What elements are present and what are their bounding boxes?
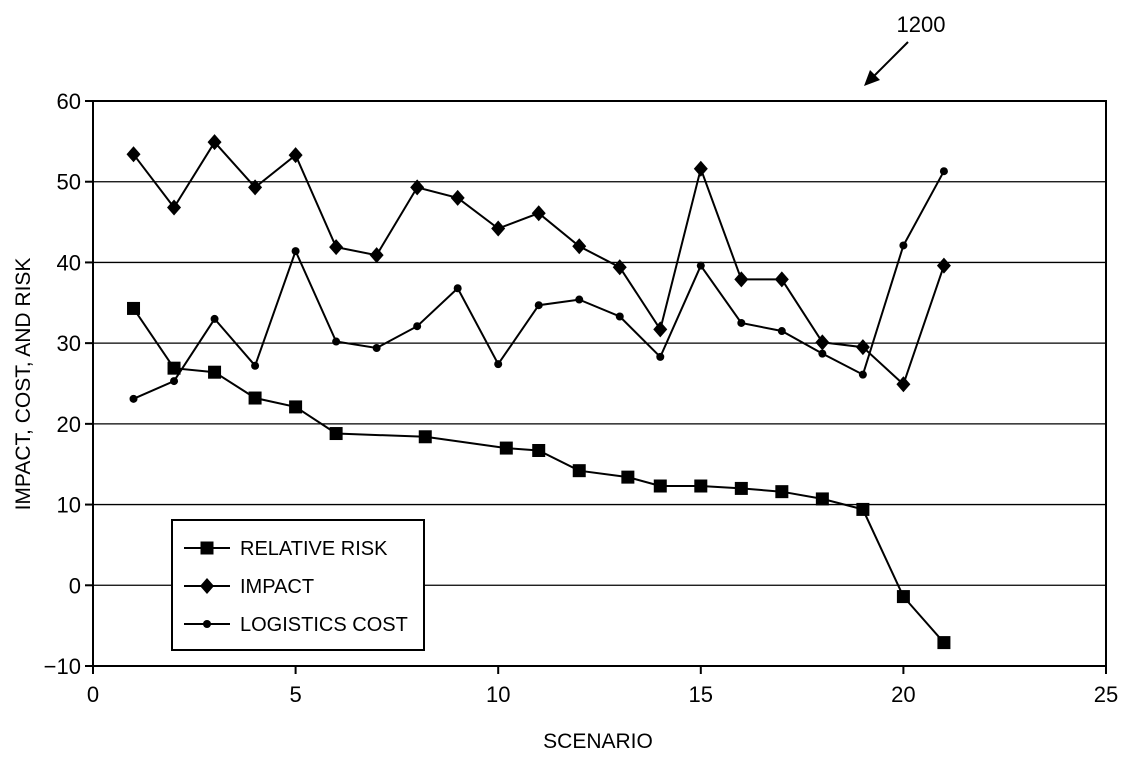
reference-number: 1200 xyxy=(897,12,946,37)
diamond-marker xyxy=(774,271,789,288)
diamond-marker xyxy=(491,220,506,237)
square-marker xyxy=(856,502,870,516)
dot-marker xyxy=(494,360,503,369)
y-tick-label: 20 xyxy=(57,412,81,437)
y-axis-title: IMPACT, COST, AND RISK xyxy=(12,258,35,511)
dot-marker xyxy=(129,394,138,403)
legend-label: RELATIVE RISK xyxy=(240,538,388,560)
dot-marker xyxy=(332,337,341,346)
diamond-marker xyxy=(734,271,749,288)
diamond-marker xyxy=(653,321,668,338)
dot-marker xyxy=(656,352,665,361)
diamond-marker xyxy=(450,189,465,206)
square-marker xyxy=(200,541,214,555)
y-tick-label: 30 xyxy=(57,331,81,356)
x-tick-label: 5 xyxy=(289,682,301,707)
square-marker xyxy=(329,427,343,441)
square-marker xyxy=(248,391,262,405)
diamond-marker xyxy=(248,179,263,196)
y-tick-label: 60 xyxy=(57,89,81,114)
square-marker xyxy=(694,479,708,493)
dot-marker xyxy=(737,318,746,327)
diamond-marker xyxy=(288,147,303,164)
square-marker xyxy=(127,301,141,315)
diamond-marker xyxy=(369,247,384,264)
diamond-marker xyxy=(126,146,141,163)
reference-arrow-shaft xyxy=(869,41,909,81)
diamond-marker xyxy=(329,239,344,256)
dot-marker xyxy=(696,261,705,270)
legend-label: LOGISTICS COST xyxy=(240,614,408,636)
square-marker xyxy=(621,470,635,484)
reference-arrow-head xyxy=(864,70,880,86)
x-tick-label: 10 xyxy=(486,682,510,707)
y-tick-label: 40 xyxy=(57,250,81,275)
y-tick-label: 50 xyxy=(57,170,81,195)
dot-marker xyxy=(939,167,948,176)
legend-label: IMPACT xyxy=(240,576,314,598)
dot-marker xyxy=(203,620,211,628)
square-marker xyxy=(653,479,667,493)
square-marker xyxy=(208,365,222,379)
diamond-marker xyxy=(200,578,214,594)
square-marker xyxy=(896,590,910,604)
square-marker xyxy=(167,361,181,375)
figure-reference: 1200 xyxy=(864,12,945,86)
dot-marker xyxy=(413,322,422,331)
series-logistics-cost xyxy=(129,167,948,403)
dot-marker xyxy=(899,241,908,250)
x-tick-label: 20 xyxy=(891,682,915,707)
square-marker xyxy=(289,400,303,414)
diamond-marker xyxy=(410,179,425,196)
dot-marker xyxy=(210,314,219,323)
square-marker xyxy=(499,441,513,455)
square-marker xyxy=(815,492,829,506)
square-marker xyxy=(775,485,789,499)
diamond-marker xyxy=(207,134,222,151)
y-tick-label: −10 xyxy=(44,654,81,679)
dot-marker xyxy=(615,312,624,321)
diamond-marker xyxy=(693,160,708,177)
diamond-marker xyxy=(936,257,951,274)
y-tick-label: 10 xyxy=(57,493,81,518)
square-marker xyxy=(734,481,748,495)
x-tick-label: 25 xyxy=(1094,682,1118,707)
diamond-marker xyxy=(896,376,911,393)
dot-marker xyxy=(170,377,179,386)
dot-marker xyxy=(251,361,260,370)
dot-marker xyxy=(453,284,462,293)
x-axis-title: SCENARIO xyxy=(543,730,653,753)
series-layer xyxy=(126,134,951,650)
dot-marker xyxy=(291,247,300,256)
legend-item-logistics-cost: LOGISTICS COST xyxy=(184,614,408,636)
diamond-marker xyxy=(855,339,870,356)
dot-marker xyxy=(372,343,381,352)
y-tick-label: 0 xyxy=(69,573,81,598)
series-relative-risk xyxy=(127,301,951,650)
legend-item-impact: IMPACT xyxy=(184,576,314,598)
diamond-marker xyxy=(531,205,546,222)
square-marker xyxy=(572,464,586,478)
dot-marker xyxy=(575,295,584,304)
x-tick-label: 0 xyxy=(87,682,99,707)
diamond-marker xyxy=(572,238,587,255)
dot-marker xyxy=(818,349,827,358)
plot-area xyxy=(92,100,1107,667)
diamond-marker xyxy=(815,334,830,351)
series-impact xyxy=(126,134,951,393)
diamond-marker xyxy=(612,259,627,276)
diamond-marker xyxy=(167,199,182,216)
dot-marker xyxy=(858,370,867,379)
legend: RELATIVE RISK IMPACT LOGISTICS COST xyxy=(171,519,425,651)
legend-item-relative-risk: RELATIVE RISK xyxy=(184,538,388,560)
square-marker xyxy=(937,636,951,650)
x-tick-label: 15 xyxy=(689,682,713,707)
square-marker xyxy=(418,430,432,444)
square-marker xyxy=(532,443,546,457)
dot-marker xyxy=(777,327,786,336)
dot-marker xyxy=(534,301,543,310)
